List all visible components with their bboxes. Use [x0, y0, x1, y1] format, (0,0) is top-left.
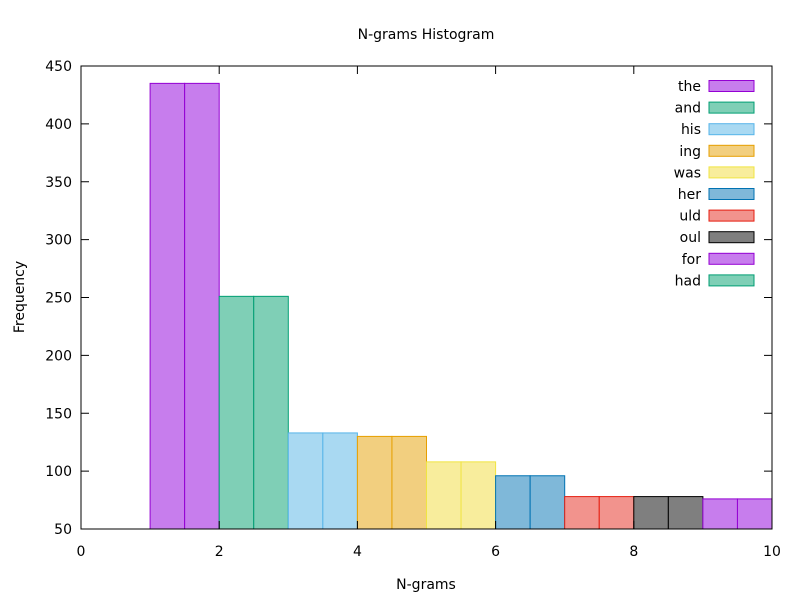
legend-swatch-uld — [708, 209, 755, 222]
legend-swatch-had — [708, 274, 755, 287]
legend-swatch-his — [708, 123, 755, 136]
bar-oul-2 — [667, 496, 704, 530]
bar-oul-1 — [633, 496, 669, 530]
bars-group — [149, 82, 773, 530]
y-tick-label: 100 — [45, 464, 72, 480]
legend: the and his ing was her uld oul for had — [674, 79, 755, 289]
bar-ing-1 — [356, 435, 393, 530]
bar-ing-2 — [391, 435, 428, 530]
y-tick-label: 350 — [45, 175, 72, 191]
bar-was-1 — [426, 461, 462, 530]
y-tick-label: 250 — [45, 291, 72, 307]
x-tick-label: 0 — [77, 544, 86, 560]
y-axis-label: Frequency — [12, 261, 28, 333]
chart-title: N-grams Histogram — [358, 27, 495, 43]
x-tick-label: 8 — [629, 544, 638, 560]
y-tick-label: 50 — [54, 522, 72, 538]
legend-label-uld: uld — [679, 209, 701, 225]
legend-label-her: her — [678, 187, 701, 203]
legend-label-for: for — [682, 252, 701, 268]
bar-and-1 — [218, 295, 255, 530]
bar-for-1 — [702, 498, 738, 530]
bar-his-1 — [287, 432, 324, 530]
legend-label-was: was — [674, 165, 701, 181]
bar-his-2 — [322, 432, 358, 530]
legend-swatch-her — [708, 188, 755, 200]
y-tick-label: 200 — [45, 348, 72, 364]
legend-swatch-the — [708, 80, 755, 92]
y-tick-label: 400 — [45, 117, 72, 133]
x-axis: 0 2 4 6 8 10 — [77, 66, 781, 560]
y-axis: 50 100 150 200 250 300 350 400 450 — [45, 59, 772, 538]
y-tick-label: 300 — [45, 233, 72, 249]
x-tick-label: 6 — [491, 544, 500, 560]
legend-label-oul: oul — [680, 230, 701, 246]
legend-swatch-was — [708, 166, 755, 179]
legend-swatch-and — [708, 101, 755, 114]
y-tick-label: 450 — [45, 59, 72, 75]
x-tick-label: 10 — [763, 544, 781, 560]
y-tick-label: 150 — [45, 406, 72, 422]
bar-for-2 — [736, 498, 773, 530]
bar-the-1 — [149, 82, 186, 530]
bar-her-1 — [495, 475, 531, 530]
legend-label-ing: ing — [679, 144, 701, 160]
legend-swatch-oul — [708, 231, 755, 244]
bar-was-2 — [460, 461, 497, 530]
bar-uld-2 — [598, 496, 635, 530]
bar-the-2 — [184, 82, 220, 530]
legend-label-had: had — [675, 273, 701, 289]
bar-uld-1 — [564, 496, 600, 530]
bar-and-2 — [253, 295, 289, 530]
x-tick-label: 2 — [215, 544, 224, 560]
bar-her-2 — [529, 475, 566, 530]
x-tick-label: 4 — [353, 544, 362, 560]
legend-swatch-ing — [708, 144, 755, 157]
legend-label-the: the — [678, 79, 701, 95]
legend-label-and: and — [675, 101, 701, 117]
legend-swatch-for — [708, 252, 755, 265]
x-axis-label: N-grams — [396, 577, 456, 593]
legend-label-his: his — [681, 122, 701, 138]
